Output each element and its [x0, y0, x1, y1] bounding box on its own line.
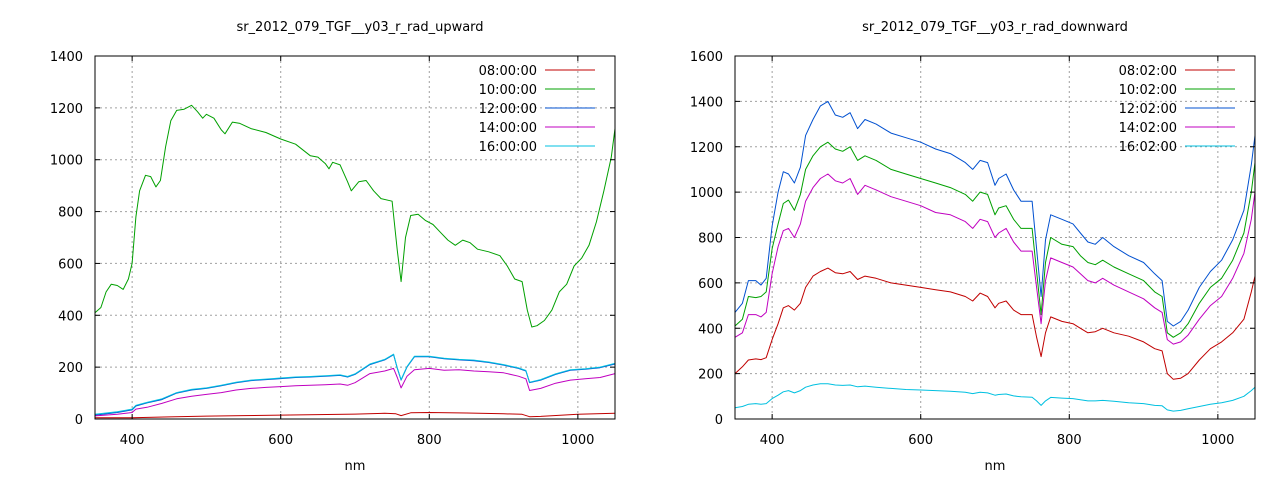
plot-frame [94, 55, 616, 420]
series-line-120200 [734, 100, 1256, 327]
y-tick-label: 1200 [50, 102, 83, 117]
y-tick-label: 1000 [690, 186, 723, 201]
legend-label: 08:00:00 [479, 64, 537, 79]
x-tick-label: 400 [760, 433, 785, 448]
x-tick-label: 800 [1057, 433, 1082, 448]
chart-title: sr_2012_079_TGF__y03_r_rad_upward [236, 20, 483, 35]
legend-label: 16:02:00 [1119, 140, 1177, 155]
y-tick-label: 200 [698, 368, 723, 383]
y-tick-label: 0 [715, 413, 723, 428]
y-tick-label: 1400 [50, 50, 83, 65]
legend-label: 12:00:00 [479, 102, 537, 117]
x-tick-label: 600 [908, 433, 933, 448]
y-tick-label: 800 [58, 206, 83, 221]
series-line-160000 [94, 353, 616, 415]
y-tick-label: 600 [58, 257, 83, 272]
legend-label: 14:00:00 [479, 121, 537, 136]
legend-label: 14:02:00 [1119, 121, 1177, 136]
legend-label: 12:02:00 [1119, 102, 1177, 117]
legend-label: 08:02:00 [1119, 64, 1177, 79]
series-line-120000 [94, 354, 616, 416]
y-tick-label: 200 [58, 361, 83, 376]
chart-title: sr_2012_079_TGF__y03_r_rad_downward [862, 20, 1128, 35]
y-tick-label: 400 [698, 322, 723, 337]
series-line-100000 [94, 104, 616, 328]
y-tick-label: 1400 [690, 95, 723, 110]
x-tick-label: 400 [120, 433, 145, 448]
series-line-160200 [734, 383, 1256, 412]
y-tick-label: 1600 [690, 50, 723, 65]
y-tick-label: 600 [698, 277, 723, 292]
x-axis-label: nm [345, 459, 366, 474]
series-line-140200 [734, 173, 1256, 345]
x-tick-label: 800 [417, 433, 442, 448]
y-tick-label: 800 [698, 232, 723, 247]
legend-label: 10:00:00 [479, 83, 537, 98]
series-line-100200 [734, 141, 1256, 338]
y-tick-label: 1200 [690, 141, 723, 156]
y-tick-label: 1000 [50, 154, 83, 169]
chart-panel-2: sr_2012_079_TGF__y03_r_rad_downward 0 200 4… [690, 20, 1256, 474]
y-tick-label: 0 [75, 413, 83, 428]
x-axis-label: nm [985, 459, 1006, 474]
x-tick-label: 1000 [561, 433, 594, 448]
legend-label: 16:00:00 [479, 140, 537, 155]
series-line-080200 [734, 267, 1256, 380]
series-line-080000 [95, 412, 616, 419]
x-tick-label: 600 [268, 433, 293, 448]
legend-label: 10:02:00 [1119, 83, 1177, 98]
chart-panel-1: sr_2012_079_TGF__y03_r_rad_upward 0 200 400… [50, 20, 616, 474]
series-line-140000 [94, 367, 616, 417]
y-tick-label: 400 [58, 309, 83, 324]
x-tick-label: 1000 [1201, 433, 1234, 448]
